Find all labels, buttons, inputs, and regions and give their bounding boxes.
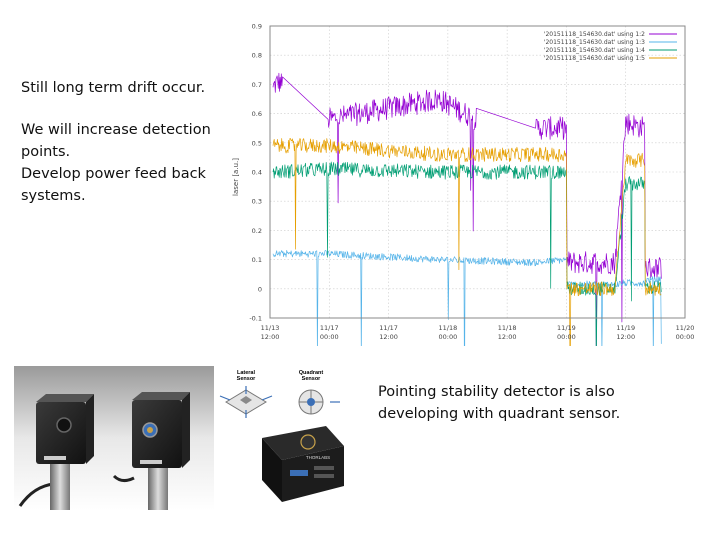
legend-label: '20151118_154630.dat' using 1:3 <box>544 39 645 46</box>
laser-power-chart: -0.100.10.20.30.40.50.60.70.80.9 11/1312… <box>230 16 705 346</box>
sensor-diagram: Lateral Sensor Quadrant Sensor <box>219 370 340 418</box>
chart-legend: '20151118_154630.dat' using 1:2'20151118… <box>544 31 677 62</box>
y-tick-label: 0.5 <box>252 139 262 147</box>
x-tick-label-time: 12:00 <box>379 333 398 341</box>
y-tick-labels: -0.1 0 0.1 0.2 0.3 0.4 0.5 0.6 0.7 0.8 0.9 <box>249 23 262 323</box>
series-line-4 <box>272 138 662 346</box>
x-tick-label-time: 00:00 <box>438 333 457 341</box>
x-tick-label-date: 11/18 <box>438 324 457 332</box>
chart-series <box>272 72 662 346</box>
sensor-photos: Lateral Sensor Quadrant Sensor THORLABS <box>14 366 344 510</box>
x-tick-label-date: 11/19 <box>616 324 635 332</box>
pointing-note: Pointing stability detector is also deve… <box>378 381 620 425</box>
pointing-note-line-1: Pointing stability detector is also <box>378 384 615 400</box>
detection-note-line-2: points. <box>21 144 71 160</box>
y-tick-label: 0 <box>258 285 262 293</box>
x-tick-label-date: 11/13 <box>261 324 280 332</box>
y-tick-label: 0.4 <box>252 169 262 177</box>
legend-label: '20151118_154630.dat' using 1:5 <box>544 55 645 62</box>
x-tick-label-time: 12:00 <box>498 333 517 341</box>
x-tick-label-time: 00:00 <box>676 333 695 341</box>
x-tick-label-date: 11/18 <box>498 324 517 332</box>
y-tick-label: 0.9 <box>252 23 262 31</box>
y-axis-label: laser [a.u.] <box>232 158 240 196</box>
y-tick-label: 0.3 <box>252 198 262 206</box>
diagram-label-lateral: Lateral <box>237 370 256 376</box>
plot-frame <box>269 25 686 319</box>
x-tick-label-date: 11/20 <box>676 324 695 332</box>
detection-note: We will increase detection points. Devel… <box>21 119 211 207</box>
controller-unit-photo: THORLABS <box>262 426 344 502</box>
diagram-label-quadrant-2: Sensor <box>302 376 322 382</box>
x-tick-label-date: 11/17 <box>320 324 339 332</box>
detection-note-line-4: systems. <box>21 188 86 204</box>
y-tick-label: -0.1 <box>249 315 262 323</box>
diagram-label-lateral-2: Sensor <box>237 376 257 382</box>
x-tick-label-date: 11/17 <box>379 324 398 332</box>
pointing-note-line-2: developing with quadrant sensor. <box>378 406 621 422</box>
drift-note: Still long term drift occur. <box>21 77 205 99</box>
x-tick-label-date: 11/19 <box>557 324 576 332</box>
diagram-label-quadrant: Quadrant <box>299 370 324 376</box>
x-tick-label-time: 00:00 <box>320 333 339 341</box>
y-tick-label: 0.2 <box>252 227 262 235</box>
lateral-sensor-photo <box>18 394 94 510</box>
legend-label: '20151118_154630.dat' using 1:2 <box>544 31 645 38</box>
series-line-3 <box>272 161 662 346</box>
x-tick-label-time: 00:00 <box>557 333 576 341</box>
quadrant-sensor-photo <box>112 392 190 510</box>
detection-note-line-1: We will increase detection <box>21 122 211 138</box>
y-tick-label: 0.8 <box>252 52 262 60</box>
x-tick-label-time: 12:00 <box>616 333 635 341</box>
y-tick-label: 0.7 <box>252 81 262 89</box>
y-tick-label: 0.6 <box>252 110 262 118</box>
x-tick-labels: 11/1312:0011/1700:0011/1712:0011/1800:00… <box>261 324 695 341</box>
legend-label: '20151118_154630.dat' using 1:4 <box>544 47 645 54</box>
detection-note-line-3: Develop power feed back <box>21 166 206 182</box>
series-line-1 <box>272 72 662 346</box>
controller-brand-label: THORLABS <box>306 455 330 460</box>
drift-note-line: Still long term drift occur. <box>21 80 206 96</box>
x-tick-label-time: 12:00 <box>261 333 280 341</box>
y-tick-label: 0.1 <box>252 256 262 264</box>
